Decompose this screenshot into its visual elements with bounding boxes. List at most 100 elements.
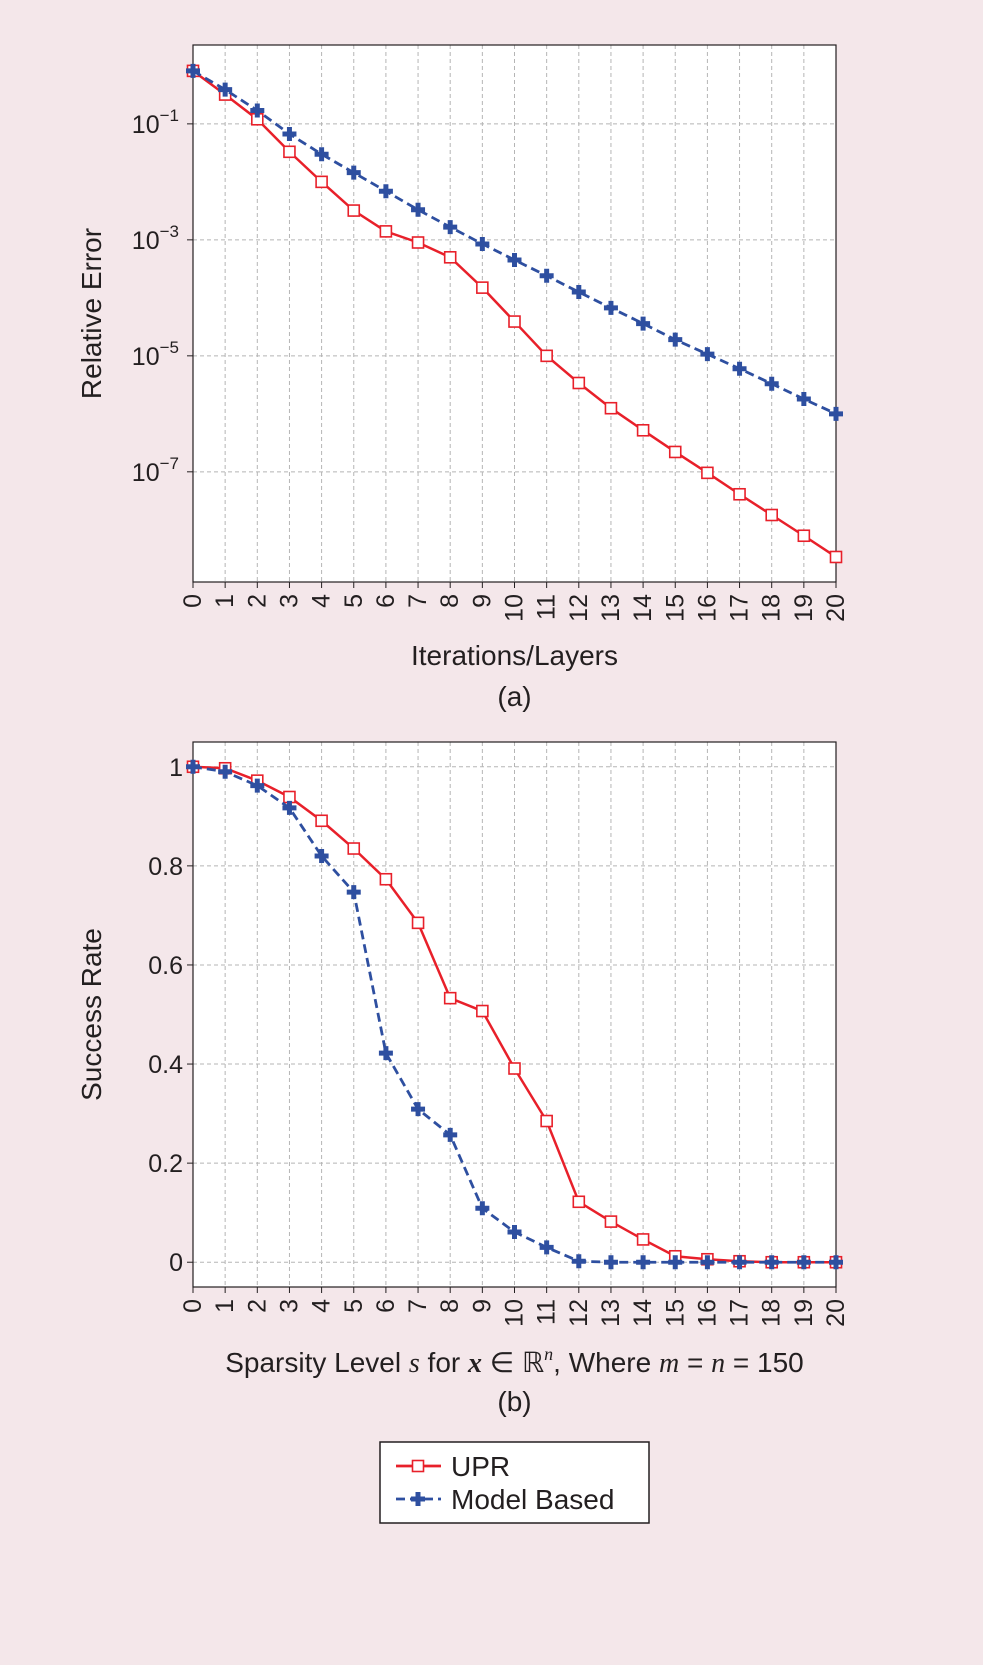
x-tick-label: 3	[275, 594, 303, 608]
x-tick-label: 17	[726, 594, 754, 622]
model-marker	[218, 82, 233, 97]
model-marker	[507, 1225, 522, 1239]
upr-marker	[668, 445, 682, 459]
upr-marker	[636, 423, 650, 437]
model-marker	[250, 103, 265, 118]
model-marker	[346, 885, 361, 900]
x-tick-label: 9	[468, 1299, 496, 1313]
model-marker	[218, 764, 233, 779]
y-tick-label: 0.4	[148, 1051, 183, 1079]
upr-marker	[829, 550, 843, 564]
plot-frame	[192, 741, 837, 1288]
upr-marker	[476, 281, 489, 294]
upr-marker	[701, 466, 714, 480]
y-tick-label: 0	[169, 1249, 183, 1277]
y-tick-label: 1	[169, 754, 183, 782]
x-tick-label: 16	[693, 1299, 721, 1327]
x-tick-label: 13	[597, 594, 625, 622]
x-tick-label: 11	[533, 594, 561, 620]
upr-marker	[283, 790, 296, 804]
upr-marker	[476, 1004, 489, 1018]
model-marker	[571, 285, 586, 300]
model-marker	[282, 126, 297, 141]
model-marker	[603, 1255, 618, 1270]
x-tick-label: 12	[565, 1299, 593, 1327]
model-marker	[186, 759, 200, 774]
x-tick-label: 1	[211, 1299, 239, 1313]
upr-marker	[733, 487, 746, 501]
y-tick-label: 0.2	[148, 1150, 183, 1178]
legend-box	[379, 1441, 650, 1524]
x-axis-label: Sparsity Level s for x ∈ ℝn, Where m = n…	[225, 1344, 804, 1379]
model-marker	[829, 1255, 843, 1270]
legend-label: UPR	[451, 1451, 510, 1482]
upr-marker	[443, 991, 457, 1005]
y-tick-label: 10−5	[132, 338, 179, 371]
upr-marker	[765, 508, 779, 522]
y-tick-label: 10−1	[132, 106, 179, 139]
upr-marker	[508, 1062, 521, 1075]
model-marker	[411, 202, 426, 217]
model-marker	[603, 300, 618, 315]
y-tick-label: 0.6	[148, 952, 183, 980]
model-marker	[507, 252, 522, 267]
upr-marker	[411, 1459, 425, 1473]
model-marker	[411, 1492, 425, 1506]
x-tick-label: 11	[533, 1299, 561, 1325]
upr-marker	[347, 842, 361, 855]
model-marker	[250, 778, 265, 793]
x-tick-label: 20	[822, 1299, 850, 1327]
model-marker	[411, 1102, 426, 1117]
model-marker	[186, 63, 200, 78]
upr-marker	[379, 225, 393, 238]
legend-label: Model Based	[451, 1484, 614, 1515]
x-tick-label: 6	[372, 594, 400, 608]
model-marker	[346, 165, 361, 180]
upr-marker	[540, 349, 553, 363]
model-marker	[443, 1127, 458, 1142]
model-marker	[732, 1255, 747, 1270]
model-marker	[571, 1254, 586, 1269]
upr-marker	[379, 872, 393, 886]
model-marker	[700, 1255, 715, 1270]
upr-marker	[347, 204, 361, 217]
model-marker	[314, 848, 329, 863]
x-tick-label: 3	[275, 1299, 303, 1313]
upr-marker	[283, 145, 296, 159]
x-tick-label: 16	[693, 594, 721, 622]
x-tick-label: 19	[790, 594, 818, 622]
x-tick-label: 15	[661, 1299, 689, 1327]
x-tick-label: 4	[308, 594, 336, 608]
x-tick-label: 7	[404, 1299, 432, 1313]
panel-a: 0 1 2 3 4 5 6 7 8 9 10 11 12 13 14 15 16 17 18 19 2010−110−3…	[76, 44, 850, 712]
y-axis-label: Success Rate	[76, 928, 107, 1101]
upr-marker	[572, 376, 586, 390]
panel-label: (a)	[497, 681, 531, 712]
model-marker	[668, 1255, 683, 1270]
upr-marker	[315, 814, 328, 828]
model-marker	[796, 392, 811, 407]
upr-marker	[411, 236, 425, 249]
model-marker	[732, 361, 747, 376]
model-marker	[475, 1201, 490, 1216]
model-marker	[539, 1240, 554, 1255]
y-axis-label: Relative Error	[76, 228, 107, 399]
model-marker	[668, 332, 683, 347]
plot-area	[193, 742, 836, 1287]
model-marker	[282, 800, 297, 815]
model-marker	[378, 184, 393, 199]
x-tick-label: 5	[340, 594, 368, 608]
upr-marker	[315, 175, 328, 189]
x-tick-label: 10	[501, 594, 529, 622]
upr-marker	[604, 401, 618, 415]
x-tick-label: 6	[372, 1299, 400, 1313]
upr-marker	[540, 1114, 553, 1128]
upr-marker	[443, 251, 457, 264]
x-tick-label: 4	[308, 1299, 336, 1313]
model-marker	[636, 316, 651, 331]
x-tick-label: 20	[822, 594, 850, 622]
x-tick-label: 14	[629, 1299, 657, 1327]
upr-marker	[797, 529, 811, 543]
